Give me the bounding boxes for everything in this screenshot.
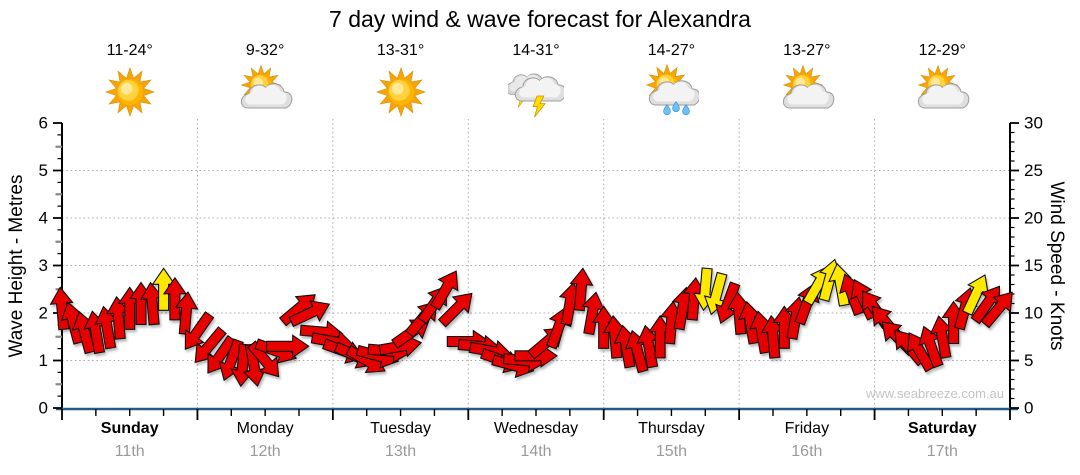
cloud-icon [782,83,835,109]
day-date-label: 17th [926,443,958,460]
wind-arrow [266,334,310,359]
rain-drop-icon [663,104,672,116]
partly-cloudy-icon [917,64,970,109]
day-name-label: Sunday [100,420,159,437]
sun-icon [375,66,426,118]
wind-speed-tick-label: 25 [1024,161,1043,180]
watermark-text: www.seabreeze.com.au [865,386,1004,401]
day-name-label: Saturday [908,420,977,437]
day-temp-range: 13-27° [783,42,831,59]
wind-speed-tick-label: 10 [1024,304,1043,323]
wind-arrow [162,276,187,321]
wave-height-tick-label: 4 [39,209,48,228]
wind-arrow [437,292,473,328]
wave-height-tick-label: 5 [39,161,48,180]
sun-disc-highlight [391,82,404,95]
cloud-inner [245,84,287,105]
wind-speed-tick-label: 20 [1024,209,1043,228]
cloud-inner [787,84,829,105]
day-date-label: 12th [249,443,281,460]
showers-icon [646,63,701,116]
partly-cloudy-icon [240,64,293,109]
cloud-icon [649,80,701,106]
wind-speed-tick-label: 15 [1024,256,1043,275]
axes: 0 1 2 3 4 5 6 0 5 10 15 20 25 30 [39,114,1043,420]
wind-arrow [246,340,280,378]
sunny-weather-icon [102,62,158,118]
storm-icon [505,73,567,118]
sun-disc-highlight [120,82,133,95]
day-date-label: 13th [384,443,417,460]
rain-drop-icon [672,101,681,113]
wind-speed-tick-label: 30 [1024,114,1043,133]
day-name-label: Tuesday [370,420,431,437]
cloud-inner [922,84,965,105]
lightning-bolt-icon [532,95,546,118]
day-temp-range: 13-31° [376,42,425,59]
day-name-label: Wednesday [493,420,579,437]
cloud-inner [653,81,696,102]
storm-weather-icon [505,62,567,118]
cloud-inner [519,77,561,98]
wave-height-tick-label: 6 [39,114,48,133]
wind-arrow [288,300,331,328]
wind-arrow [184,311,215,350]
wave-height-tick-label: 2 [39,304,48,323]
sunny-icon [104,66,155,118]
wind-arrow-series [49,258,1013,388]
day-name-label: Monday [236,420,294,437]
day-name-label: Thursday [638,420,705,437]
day-name-label: Friday [784,420,830,437]
sun-icon [104,66,155,118]
day-temp-range: 12-29° [918,42,966,59]
day-date-label: 11th [114,443,145,460]
wind-arrow [980,291,1013,329]
cloud-icon [918,83,970,109]
day-temp-range: 11-24° [106,42,153,59]
wind-arrow [174,291,199,335]
wave-height-tick-label: 3 [39,256,48,275]
day-temp-range: 9-32° [245,42,285,59]
sunny-weather-icon [373,62,429,118]
day-temp-range: 14-31° [512,42,560,59]
wind-speed-tick-label: 0 [1024,399,1033,418]
partly-cloudy-icon [782,64,835,109]
day-temp-range: 14-27° [647,42,696,59]
wind-arrow [569,267,594,312]
day-date-label: 15th [655,443,687,460]
wave-height-tick-label: 1 [39,351,48,370]
sunny-icon [375,66,426,118]
day-date-label: 16th [791,443,823,460]
wave-height-tick-label: 0 [39,399,48,418]
page-title: 7 day wind & wave forecast for Alexandra [329,6,751,32]
day-date-label: 14th [520,443,552,460]
partly-cloudy-weather-icon [779,62,835,118]
wind-arrow [430,270,459,311]
partly-cloudy-weather-icon [237,62,293,118]
cloud-icon [241,83,293,109]
wind-speed-tick-label: 5 [1024,351,1033,370]
partly-cloudy-weather-icon [914,62,970,118]
showers-weather-icon [643,62,701,118]
rain-drop-icon [682,104,691,116]
